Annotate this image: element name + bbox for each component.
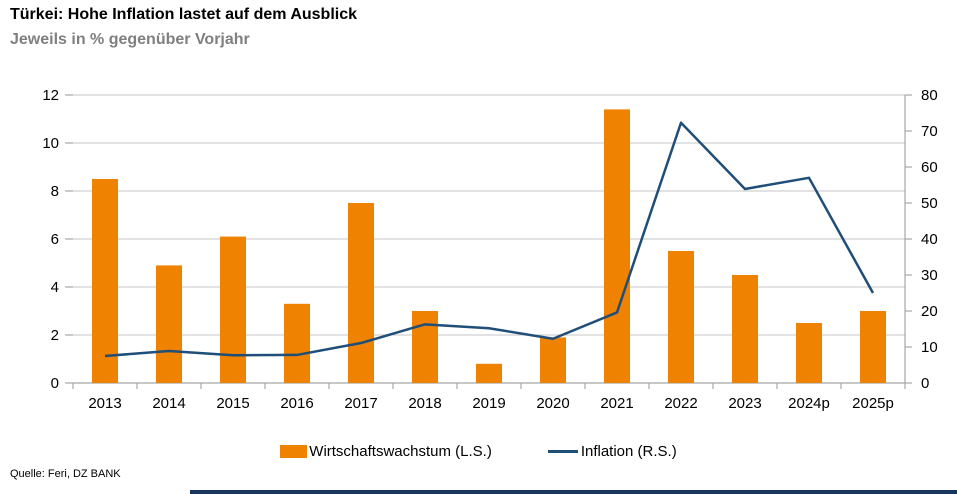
bar-2018 — [412, 311, 438, 383]
y-left-tick-label: 10 — [42, 135, 59, 152]
y-left-tick-label: 0 — [51, 375, 59, 392]
bar-2015 — [220, 236, 246, 383]
x-axis-label-2018: 2018 — [408, 395, 441, 412]
bar-2021 — [604, 109, 630, 384]
y-left-tick-label: 6 — [51, 231, 59, 248]
x-axis-label-2015: 2015 — [216, 395, 249, 412]
bar-2013 — [92, 179, 118, 383]
x-axis-label-2020: 2020 — [536, 395, 569, 412]
legend-item-inflation: Inflation (R.S.) — [547, 443, 677, 460]
combo-chart: 0 2 4 6 8 10 12 0 10 20 30 40 50 60 70 80 2013 2014 2015 20… — [42, 87, 938, 412]
x-axis-label-2023: 2023 — [728, 395, 761, 412]
bar-2020 — [540, 337, 566, 383]
footer-rule — [190, 490, 957, 494]
bar-2019 — [476, 363, 502, 383]
x-axis-label-2013: 2013 — [88, 395, 121, 412]
x-axis-label-2024p: 2024p — [788, 395, 830, 412]
y-right-tick-label: 70 — [921, 123, 938, 140]
source-note: Quelle: Feri, DZ BANK — [10, 468, 121, 480]
y-left-tick-label: 2 — [51, 327, 59, 344]
y-left-tick-label: 4 — [51, 279, 59, 296]
bar-2024p — [796, 323, 822, 383]
x-axis-label-2025p: 2025p — [852, 395, 894, 412]
x-axis-label-2014: 2014 — [152, 395, 185, 412]
y-left-tick-label: 8 — [51, 183, 59, 200]
y-right-tick-label: 40 — [921, 231, 938, 248]
bar-2017 — [348, 203, 374, 383]
bar-2023 — [732, 275, 758, 383]
bar-2016 — [284, 303, 310, 383]
y-left-tick-label: 12 — [42, 87, 59, 104]
bar-2022 — [668, 251, 694, 383]
y-right-tick-label: 10 — [921, 339, 938, 356]
x-axis-label-2017: 2017 — [344, 395, 377, 412]
chart-legend: Wirtschaftswachstum (L.S.) Inflation (R.… — [0, 443, 957, 460]
y-right-tick-label: 80 — [921, 87, 938, 104]
y-right-tick-label: 50 — [921, 195, 938, 212]
y-right-tick-label: 20 — [921, 303, 938, 320]
bar-2014 — [156, 265, 182, 383]
inflation-line — [104, 121, 875, 358]
x-axis-label-2022: 2022 — [664, 395, 697, 412]
x-axis-label-2019: 2019 — [472, 395, 505, 412]
legend-label-growth: Wirtschaftswachstum (L.S.) — [309, 443, 492, 460]
y-right-tick-label: 30 — [921, 267, 938, 284]
legend-item-growth: Wirtschaftswachstum (L.S.) — [280, 443, 492, 460]
y-right-tick-label: 60 — [921, 159, 938, 176]
inflation-line-swatch-icon — [547, 450, 578, 453]
chart-subtitle: Jeweils in % gegenüber Vorjahr — [10, 31, 250, 48]
chart-title: Türkei: Hohe Inflation lastet auf dem Au… — [10, 6, 358, 23]
x-axis-label-2021: 2021 — [600, 395, 633, 412]
y-right-tick-label: 0 — [921, 375, 929, 392]
x-axis-label-2016: 2016 — [280, 395, 313, 412]
growth-bar-swatch-icon — [280, 445, 308, 458]
bar-2025p — [860, 311, 886, 383]
legend-label-inflation: Inflation (R.S.) — [580, 443, 677, 460]
